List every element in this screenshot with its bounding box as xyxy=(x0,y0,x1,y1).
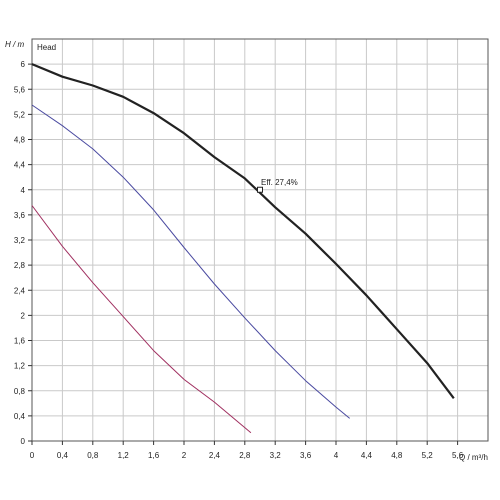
x-tick-label: 5,2 xyxy=(422,451,434,460)
x-tick-label: 0,8 xyxy=(87,451,99,460)
head-curve-2 xyxy=(31,104,351,419)
y-axis-label: H / m xyxy=(5,40,24,49)
head-curve-1 xyxy=(31,63,455,399)
x-tick-label: 3,2 xyxy=(270,451,282,460)
x-tick-label: 1,2 xyxy=(118,451,130,460)
y-tick-label: 0 xyxy=(21,437,26,446)
y-tick-label: 4 xyxy=(21,186,26,195)
x-tick-label: 4,4 xyxy=(361,451,373,460)
y-tick-label: 2 xyxy=(21,311,26,320)
series-group xyxy=(31,63,455,434)
operating-point-marker xyxy=(257,186,263,193)
x-tick-label: 2 xyxy=(182,451,187,460)
head-curve-3 xyxy=(31,205,252,434)
tick-labels: 0 0,4 0,8 1,2 1,6 2 2,4 2,8 3,2 3,6 4 4,4 4,8 5,2 5,6 0… xyxy=(14,60,464,460)
y-tick-label: 5,2 xyxy=(14,110,26,119)
y-tick-label: 3,2 xyxy=(14,236,26,245)
x-tick-label: 0 xyxy=(30,451,35,460)
y-tick-label: 6 xyxy=(21,60,26,69)
x-tick-label: 4,8 xyxy=(391,451,403,460)
y-tick-label: 4,4 xyxy=(14,161,26,170)
y-tick-label: 0,4 xyxy=(14,412,26,421)
y-tick-label: 1,6 xyxy=(14,337,26,346)
y-tick-label: 4,8 xyxy=(14,136,26,145)
y-tick-label: 5,6 xyxy=(14,85,26,94)
y-tick-label: 2,8 xyxy=(14,261,26,270)
y-tick-label: 2,4 xyxy=(14,286,26,295)
x-tick-label: 1,6 xyxy=(148,451,160,460)
x-tick-label: 5,6 xyxy=(452,451,464,460)
y-tick-label: 0,8 xyxy=(14,387,26,396)
efficiency-label: Eff. 27,4% xyxy=(261,178,298,187)
x-tick-label: 0,4 xyxy=(57,451,69,460)
x-tick-label: 4 xyxy=(334,451,339,460)
y-tick-label: 1,2 xyxy=(14,362,26,371)
grid xyxy=(32,39,488,441)
efficiency-annotation: Eff. 27,4% xyxy=(257,178,298,193)
x-tick-label: 3,6 xyxy=(300,451,312,460)
x-axis-label: Q / m³/h xyxy=(459,453,488,462)
x-tick-label: 2,4 xyxy=(209,451,221,460)
y-tick-label: 3,6 xyxy=(14,211,26,220)
x-tick-label: 2,8 xyxy=(239,451,251,460)
legend-head-label: Head xyxy=(37,43,56,52)
